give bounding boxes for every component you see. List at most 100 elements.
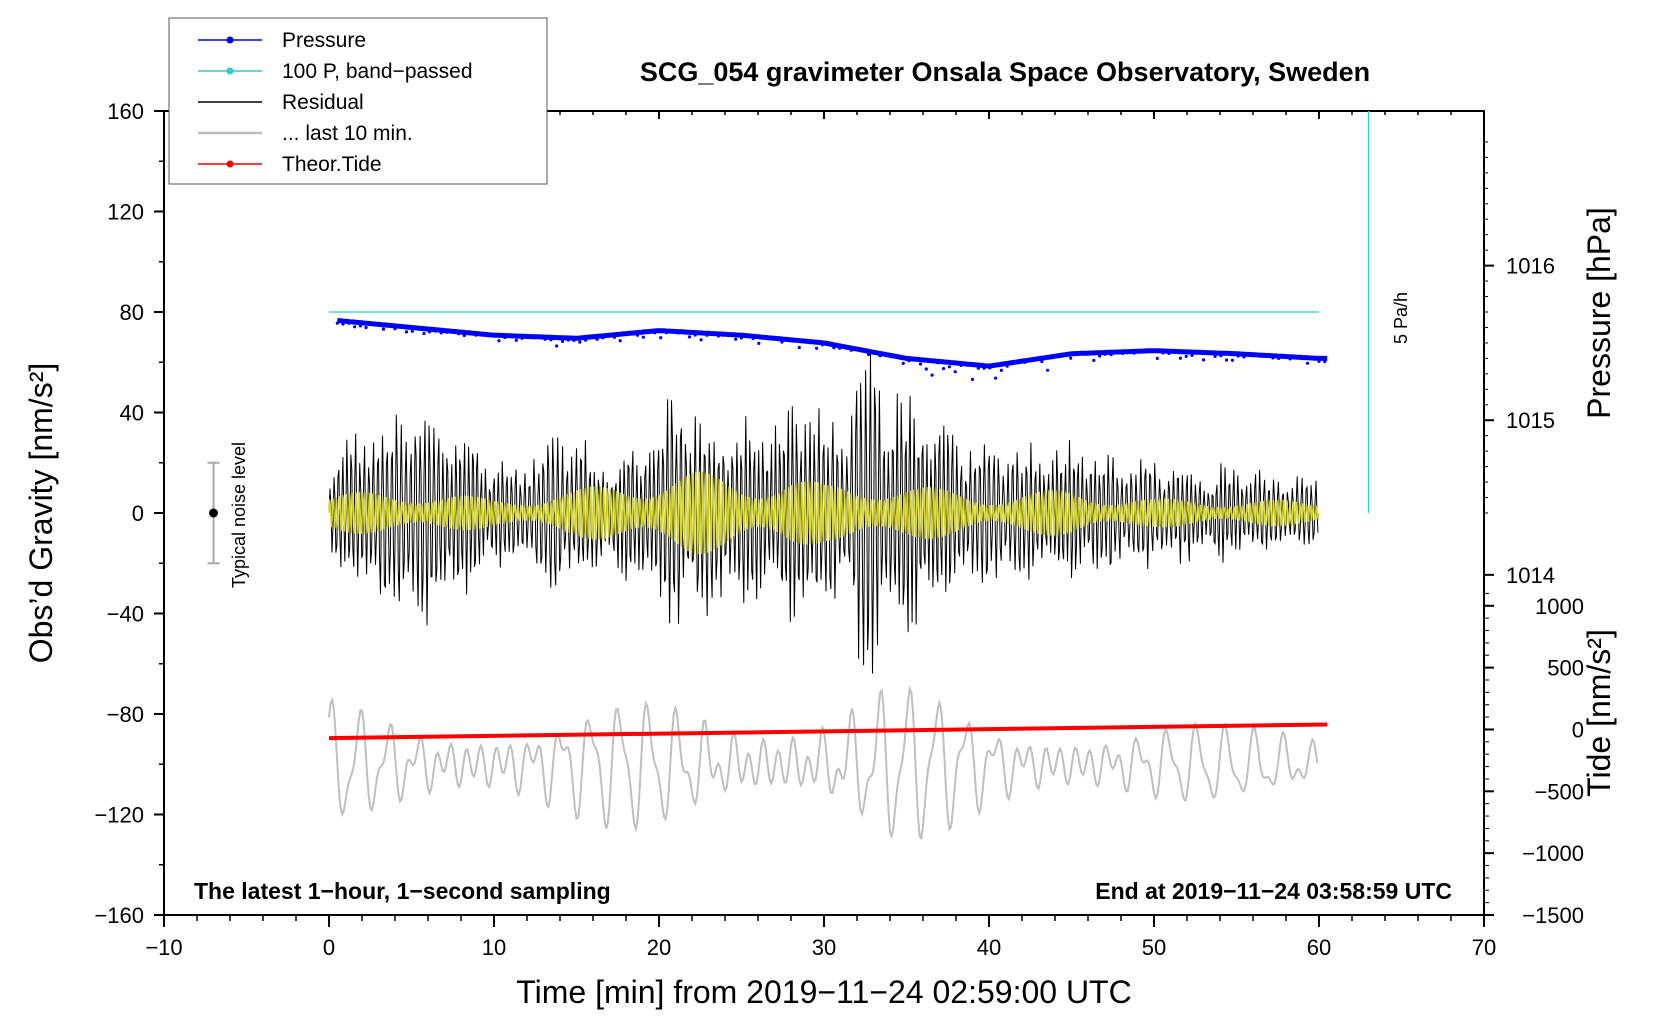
pressure-point <box>422 331 426 336</box>
legend-box <box>168 17 548 185</box>
y-tick-label: −40 <box>107 602 144 627</box>
last-10-min-line <box>328 685 1319 841</box>
pressure-point <box>1259 354 1263 358</box>
pressure-point <box>699 338 703 342</box>
pressure-point <box>711 332 715 336</box>
pressure-point <box>1034 358 1038 362</box>
pressure-point <box>1063 353 1067 357</box>
pressure-point <box>907 359 911 363</box>
tide-tick-label: −1500 <box>1522 903 1584 928</box>
y-tick-label: −160 <box>94 903 144 928</box>
y-tick-label: 120 <box>107 200 144 225</box>
pressure-point <box>1057 354 1061 358</box>
residual-bandpassed-line <box>328 471 1320 555</box>
pressure-point <box>445 330 449 334</box>
pressure-point <box>982 366 986 370</box>
tide-tick-label: 0 <box>1572 717 1584 742</box>
legend-label: Theor.Tide <box>282 153 382 176</box>
tide-line <box>328 722 1328 741</box>
pressure-point <box>491 333 495 337</box>
pressure-point <box>508 334 513 338</box>
y-tick-label: 80 <box>120 300 144 325</box>
pressure-point <box>734 337 738 341</box>
tide-tick-label: −500 <box>1534 779 1584 804</box>
pressure-point <box>1277 356 1281 360</box>
pressure-point <box>1201 358 1206 362</box>
theoretical-tide-series <box>328 722 1328 741</box>
pressure-point <box>1138 350 1142 354</box>
y-axis-title-left: Obs’d Gravity [nm/s²] <box>23 363 59 664</box>
pressure-point <box>1219 354 1223 358</box>
pressure-point <box>1051 355 1055 359</box>
pressure-tick-label: 1014 <box>1506 563 1555 588</box>
pressure-point <box>947 365 952 369</box>
pressure-point <box>670 330 674 334</box>
pressure-point <box>1207 351 1211 355</box>
pressure-point <box>462 333 466 338</box>
tide-tick-label: 500 <box>1547 656 1584 681</box>
x-tick-label: 50 <box>1142 935 1166 960</box>
legend-marker <box>226 36 234 44</box>
pressure-point <box>1074 352 1079 356</box>
pressure-point <box>1300 356 1304 361</box>
pressure-point <box>705 333 709 337</box>
pressure-point <box>1126 350 1130 354</box>
pressure-point <box>451 329 455 333</box>
pressure-point <box>526 335 530 339</box>
noise-level-marker <box>207 461 220 565</box>
pressure-point <box>1017 360 1021 364</box>
pressure-point <box>924 367 928 371</box>
pressure-point <box>722 333 726 337</box>
y-tick-label: 40 <box>120 401 144 426</box>
pressure-point <box>809 341 813 345</box>
pressure-point <box>1040 359 1044 364</box>
pressure-point <box>624 332 628 336</box>
pressure-point <box>918 362 923 366</box>
pressure-point <box>716 334 721 338</box>
pressure-point <box>1005 364 1009 368</box>
pressure-point <box>560 339 565 343</box>
y-tick-label: −80 <box>107 702 144 727</box>
pressure-point <box>687 335 692 339</box>
pressure-line <box>337 318 1328 369</box>
pressure-point <box>399 325 403 329</box>
pressure-point <box>1115 350 1119 354</box>
y-axis-left: 160 120 80 40 0 −40 −80 −120 −160 <box>94 99 164 928</box>
pressure-point <box>1121 351 1125 355</box>
pressure-point <box>439 331 443 335</box>
pressure-point <box>1288 357 1292 361</box>
pressure-point <box>1011 361 1015 365</box>
pressure-point <box>393 327 397 331</box>
pressure-point <box>895 355 900 359</box>
pressure-point <box>1092 358 1096 362</box>
pressure-point <box>1098 354 1102 358</box>
pressure-point <box>786 338 790 342</box>
x-tick-label: 20 <box>647 935 671 960</box>
pressure-point <box>566 338 570 342</box>
pressure-point <box>965 362 969 366</box>
pressure-point <box>820 343 825 347</box>
pressure-point <box>1173 349 1177 354</box>
pressure-point <box>630 332 634 336</box>
tide-tick-label: 1000 <box>1535 594 1584 619</box>
pressure-tick-label: 1016 <box>1506 254 1555 279</box>
pressure-point <box>1149 349 1154 353</box>
pressure-point <box>1144 350 1148 354</box>
pressure-point <box>607 334 611 338</box>
pressure-point <box>855 348 859 352</box>
pressure-point <box>480 332 484 336</box>
pressure-point <box>999 368 1004 372</box>
tide-tick-label: −1000 <box>1522 841 1584 866</box>
pressure-point <box>1069 356 1073 360</box>
pressure-point <box>503 335 507 340</box>
pressure-point <box>387 323 391 327</box>
pressure-point <box>1080 351 1084 356</box>
pressure-point <box>867 352 871 357</box>
pressure-point <box>791 338 796 342</box>
pressure-point <box>520 336 524 340</box>
legend-label: Pressure <box>282 29 366 52</box>
noise-level-label: Typical noise level <box>229 442 249 588</box>
pressure-point <box>1271 356 1275 360</box>
legend-marker <box>226 67 234 75</box>
residual-series <box>328 353 1319 674</box>
